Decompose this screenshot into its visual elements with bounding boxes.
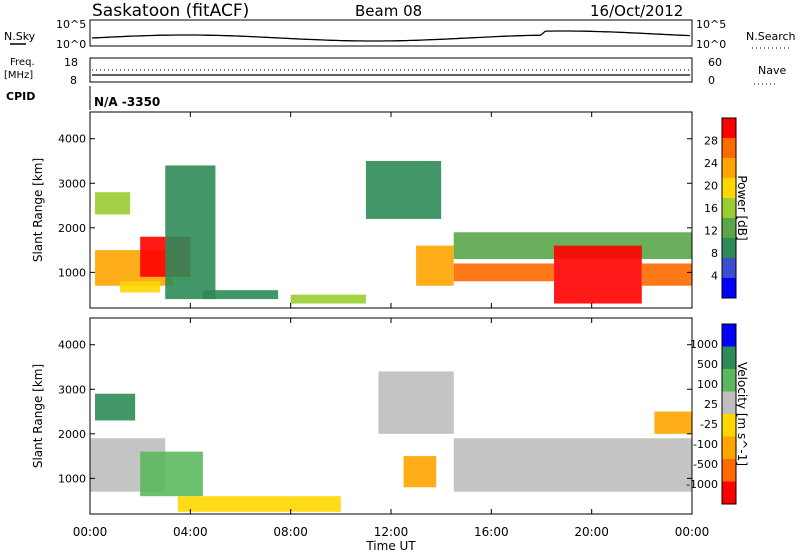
nave-tick-bottom: 0 (708, 74, 715, 87)
y-tick-label: 2000 (58, 222, 86, 235)
noise-right-label: N.Search (746, 30, 796, 43)
velocity-ylabel: Slant Range [km] (31, 364, 45, 468)
power-colorbar-label: Power [dB] (735, 175, 749, 240)
power-region-12 (641, 263, 692, 286)
nave-label: Nave (758, 64, 786, 77)
cpid-label: CPID (6, 90, 35, 103)
freq-label-line2: [MHz] (4, 70, 33, 81)
colorbar-tick-label: 28 (704, 135, 718, 148)
colorbar-tick-label: -25 (700, 418, 718, 431)
colorbar-tick-label: 500 (697, 358, 718, 371)
power-region-9 (453, 263, 555, 282)
colorbar-segment (722, 218, 736, 238)
cpid-value: N/A -3350 (94, 95, 160, 109)
power-region-11 (554, 245, 642, 304)
colorbar-tick-label: 100 (697, 378, 718, 391)
velocity-colorbar-label: Velocity [m s^-1] (735, 362, 749, 466)
velocity-region-7 (654, 411, 692, 434)
colorbar-segment (722, 414, 736, 437)
x-tick-label: 00:00 (73, 525, 108, 539)
colorbar-tick-label: 12 (704, 225, 718, 238)
colorbar-segment (722, 118, 736, 138)
freq-label-line1: Freq. (10, 57, 35, 68)
velocity-region-2 (140, 451, 203, 497)
colorbar-tick-label: -100 (693, 438, 718, 451)
y-tick-label: 3000 (58, 177, 86, 190)
velocity-region-6 (453, 438, 692, 492)
colorbar-segment (722, 459, 736, 482)
y-tick-label: 4000 (58, 339, 86, 352)
colorbar-segment (722, 258, 736, 278)
velocity-heatmap (90, 371, 692, 512)
noise-left-tick-top: 10^5 (56, 18, 86, 31)
velocity-colorbar: -1000 -500 -100 -25 25 100 500 1000 (686, 323, 737, 505)
colorbar-segment (722, 198, 736, 218)
power-heatmap (95, 161, 692, 304)
power-region-0 (95, 192, 131, 215)
x-tick-label: 00:00 (675, 525, 710, 539)
colorbar-tick-label: -500 (693, 458, 718, 471)
date-title: 16/Oct/2012 (590, 2, 683, 20)
y-tick-label: 3000 (58, 383, 86, 396)
velocity-region-4 (378, 371, 454, 434)
x-tick-label: 20:00 (574, 525, 609, 539)
freq-panel-frame (89, 57, 693, 83)
colorbar-segment (722, 178, 736, 198)
y-tick-label: 1000 (58, 266, 86, 279)
colorbar-segment (722, 436, 736, 459)
colorbar-segment (722, 369, 736, 392)
x-tick-label: 08:00 (273, 525, 308, 539)
y-tick-label: 4000 (58, 133, 86, 146)
nave-tick-top: 60 (708, 56, 722, 69)
beam-title: Beam 08 (355, 2, 422, 20)
x-axis-label: Time UT (365, 539, 416, 553)
noise-right-tick-top: 10^5 (696, 18, 726, 31)
colorbar-frame (721, 323, 737, 505)
x-tick-label: 16:00 (474, 525, 509, 539)
colorbar-segment (722, 238, 736, 258)
power-region-8 (416, 245, 454, 286)
power-region-7 (365, 161, 442, 219)
colorbar-segment (722, 324, 736, 347)
colorbar-segment (722, 278, 736, 298)
x-tick-label: 04:00 (173, 525, 208, 539)
noise-sky-trace (91, 30, 691, 42)
noise-right-tick-bottom: 10^0 (696, 38, 726, 51)
colorbar-tick-label: -1000 (686, 478, 718, 491)
colorbar-segment (722, 481, 736, 504)
colorbar-segment (722, 346, 736, 369)
noise-panel-frame (89, 19, 693, 47)
freq-tick-bottom: 8 (70, 74, 77, 87)
colorbar-tick-label: 25 (704, 398, 718, 411)
colorbar-tick-label: 1000 (690, 338, 718, 351)
noise-left-label: N.Sky (4, 30, 36, 43)
colorbar-segment (722, 391, 736, 414)
velocity-region-3 (177, 496, 341, 512)
colorbar-frame (721, 117, 737, 299)
power-region-6 (290, 294, 366, 304)
y-tick-label: 1000 (58, 472, 86, 485)
power-colorbar: 4 8 12 16 20 24 28 (704, 117, 737, 299)
colorbar-tick-label: 16 (704, 202, 718, 215)
colorbar-tick-label: 8 (711, 247, 718, 260)
y-tick-label: 2000 (58, 428, 86, 441)
colorbar-segment (722, 158, 736, 178)
power-ylabel: Slant Range [km] (31, 158, 45, 262)
colorbar-tick-label: 20 (704, 180, 718, 193)
power-region-4 (165, 165, 216, 300)
velocity-region-5 (403, 456, 437, 488)
noise-left-tick-bottom: 10^0 (56, 38, 86, 51)
x-tick-label: 12:00 (374, 525, 409, 539)
velocity-region-1 (95, 393, 136, 421)
colorbar-tick-label: 24 (704, 157, 718, 170)
station-title: Saskatoon (fitACF) (92, 1, 249, 21)
colorbar-segment (722, 138, 736, 158)
power-region-5 (202, 290, 279, 300)
power-region-3 (120, 281, 161, 293)
freq-tick-top: 18 (64, 56, 78, 69)
colorbar-tick-label: 4 (711, 270, 718, 283)
